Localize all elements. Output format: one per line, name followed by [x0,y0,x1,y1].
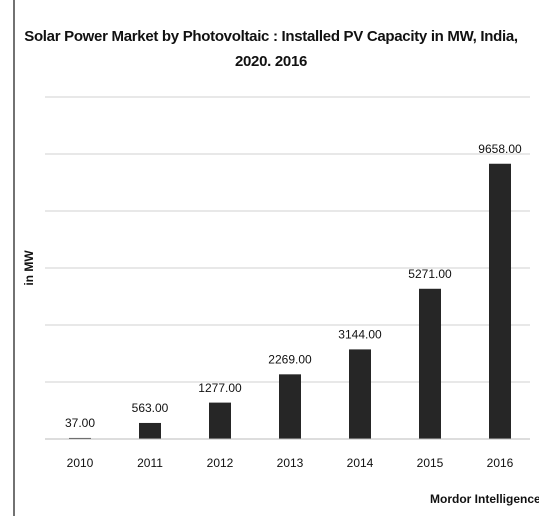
x-tick-label: 2013 [277,456,304,470]
data-label: 37.00 [65,416,95,430]
bar [349,349,371,439]
x-tick-label: 2016 [487,456,514,470]
data-label: 1277.00 [198,381,242,395]
data-label: 3144.00 [338,328,382,342]
data-label: 5271.00 [408,267,452,281]
x-tick-label: 2015 [417,456,444,470]
x-tick-label: 2011 [137,456,163,470]
bar [419,288,441,439]
source-logo: Mordor Intelligence [430,492,539,506]
bar [69,437,91,439]
bar [209,402,231,439]
data-label: 563.00 [132,401,169,415]
bar [279,374,301,439]
x-tick-label: 2012 [207,456,234,470]
data-label: 2269.00 [268,353,312,367]
x-tick-label: 2014 [347,456,374,470]
bar [139,422,161,439]
x-tick-label: 2010 [67,456,94,470]
bar [489,163,511,439]
y-axis-label: in MW [22,250,36,286]
chart-title: Solar Power Market by Photovoltaic : Ins… [24,28,518,70]
data-label: 9658.00 [478,142,522,156]
